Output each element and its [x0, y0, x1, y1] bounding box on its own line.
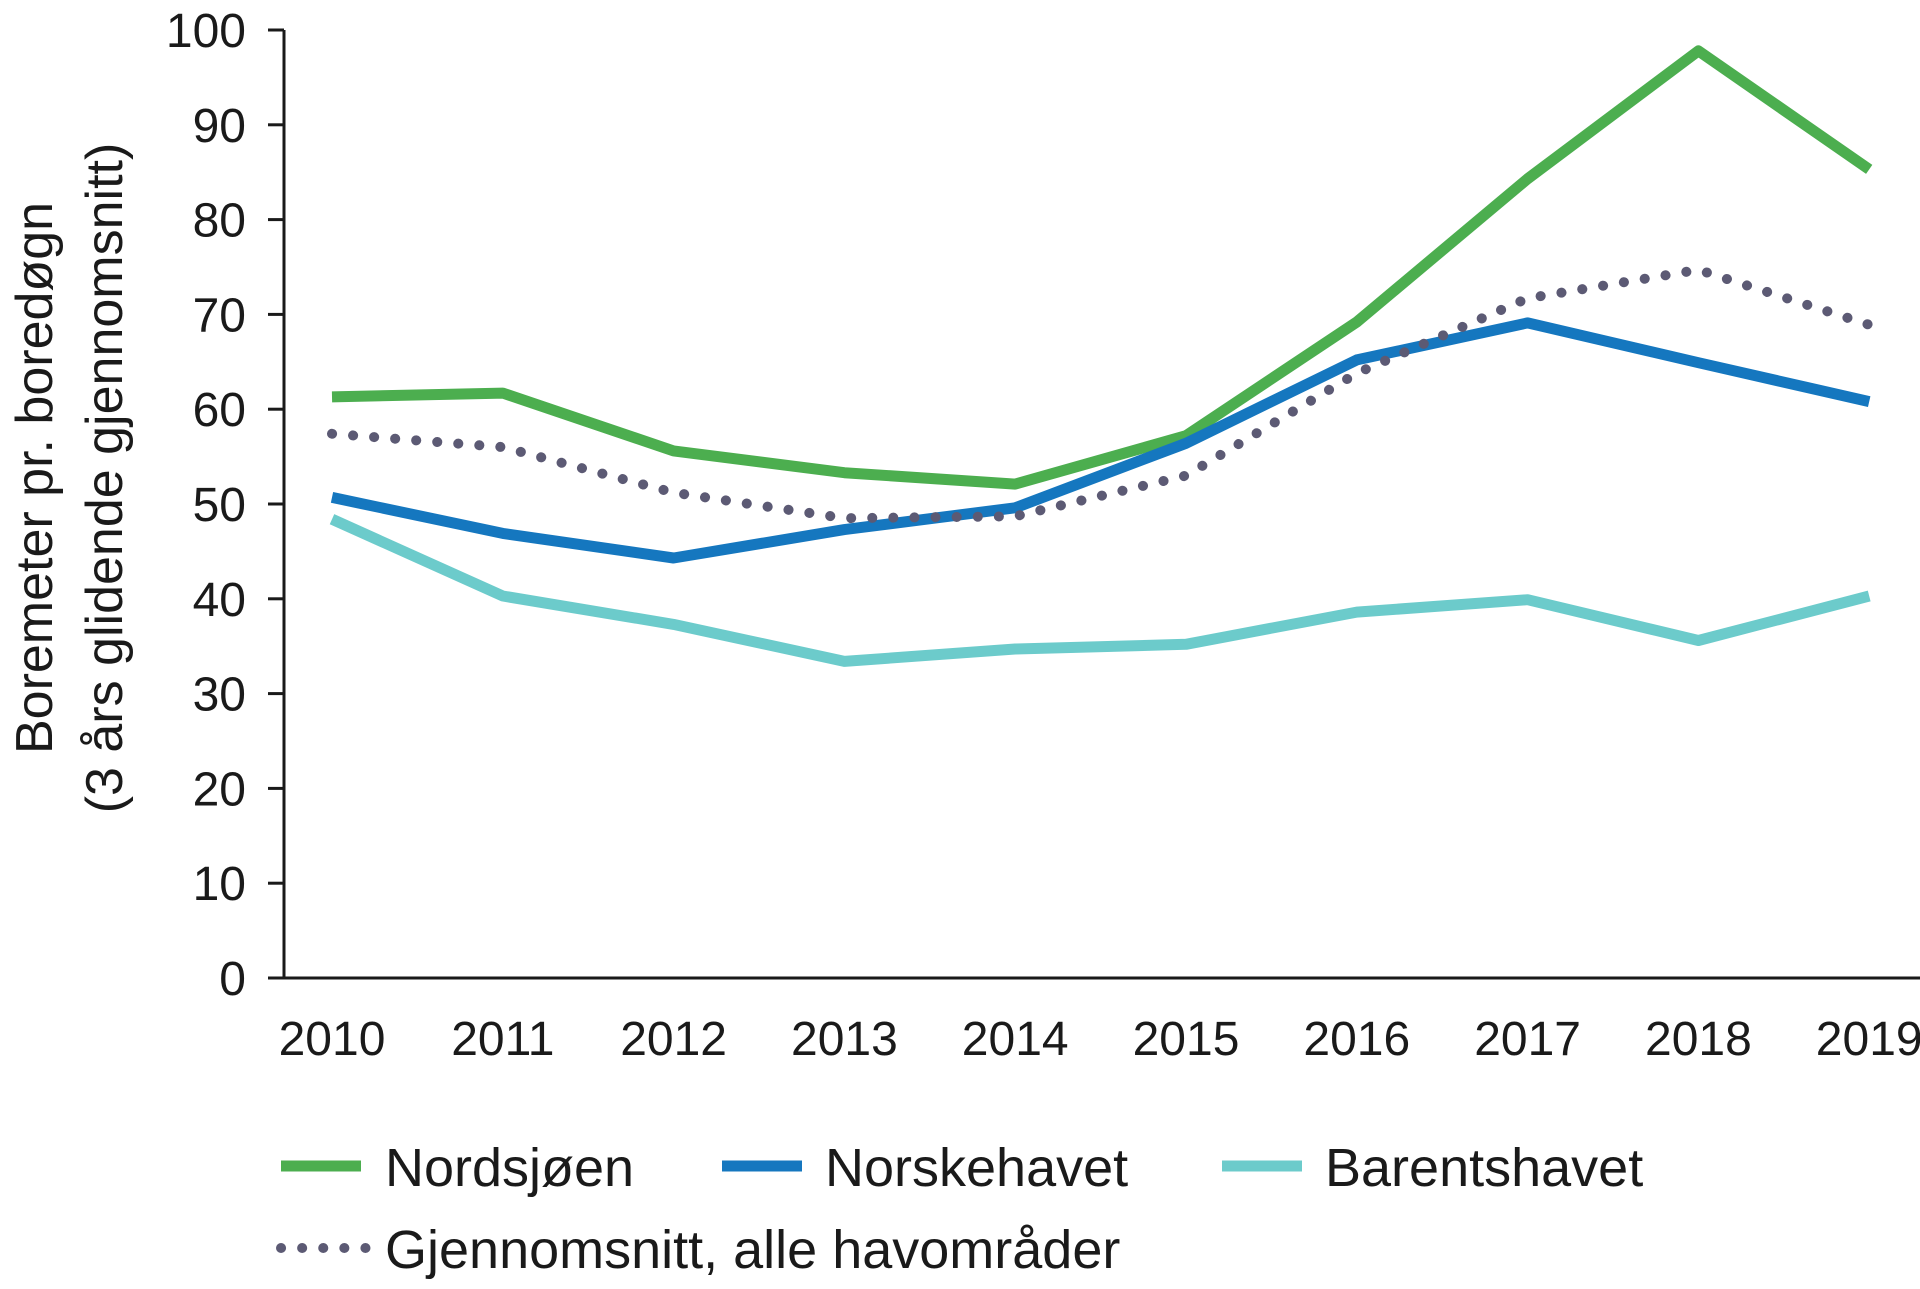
- x-tick-label: 2014: [962, 1013, 1069, 1066]
- y-tick-label: 80: [193, 195, 246, 248]
- legend-label: Norskehavet: [825, 1138, 1128, 1198]
- series-layer: [327, 45, 1875, 667]
- x-tick-label: 2017: [1474, 1013, 1581, 1066]
- y-tick-label: 90: [193, 100, 246, 153]
- x-tick-label: 2015: [1133, 1013, 1240, 1066]
- y-tick-label: 10: [193, 858, 246, 911]
- x-tick-label: 2019: [1816, 1013, 1920, 1066]
- legend-item: Norskehavet: [722, 1138, 1128, 1198]
- x-tick-label: 2013: [791, 1013, 898, 1066]
- y-tick-label: 30: [193, 669, 246, 722]
- y-axis-label-line-2: (3 års glidende gjennomsnitt): [76, 143, 134, 814]
- y-tick-label: 60: [193, 384, 246, 437]
- series-line-gjennomsnitt-alle-havområder: [327, 264, 1875, 524]
- y-axis-label: Boremeter pr. boredøgn (3 års glidende g…: [6, 143, 134, 814]
- legend-label: Nordsjøen: [385, 1138, 634, 1198]
- y-tick-label: 20: [193, 763, 246, 816]
- axes: 0 10 20 30 40 50 60 70 80 90 100 2010 2011 2012 2013 20…: [166, 5, 1920, 1066]
- legend-label: Gjennomsnitt, alle havområder: [385, 1220, 1120, 1280]
- legend-item: Gjennomsnitt, alle havområder: [276, 1220, 1120, 1280]
- x-tick-label: 2012: [620, 1013, 727, 1066]
- legend-item: Barentshavet: [1222, 1138, 1643, 1198]
- y-tick-label: 50: [193, 479, 246, 532]
- y-tick-label: 0: [219, 953, 246, 1006]
- x-tick-label: 2010: [279, 1013, 386, 1066]
- x-tick-label: 2016: [1303, 1013, 1410, 1066]
- y-tick-label: 70: [193, 289, 246, 342]
- y-axis-label-line-1: Boremeter pr. boredøgn: [6, 202, 64, 754]
- series-line-norskehavet: [330, 317, 1871, 564]
- x-tick-label: 2018: [1645, 1013, 1752, 1066]
- y-tick-label: 40: [193, 574, 246, 627]
- legend: Nordsjøen Norskehavet Barentshavet Gjennoms…: [276, 1138, 1643, 1280]
- legend-label: Barentshavet: [1325, 1138, 1643, 1198]
- series-line-nordsjøen: [331, 45, 1873, 490]
- legend-item: Nordsjøen: [281, 1138, 634, 1198]
- x-tick-label: 2011: [451, 1013, 554, 1066]
- series-line-barentshavet: [329, 514, 1871, 667]
- y-tick-label: 100: [166, 5, 246, 58]
